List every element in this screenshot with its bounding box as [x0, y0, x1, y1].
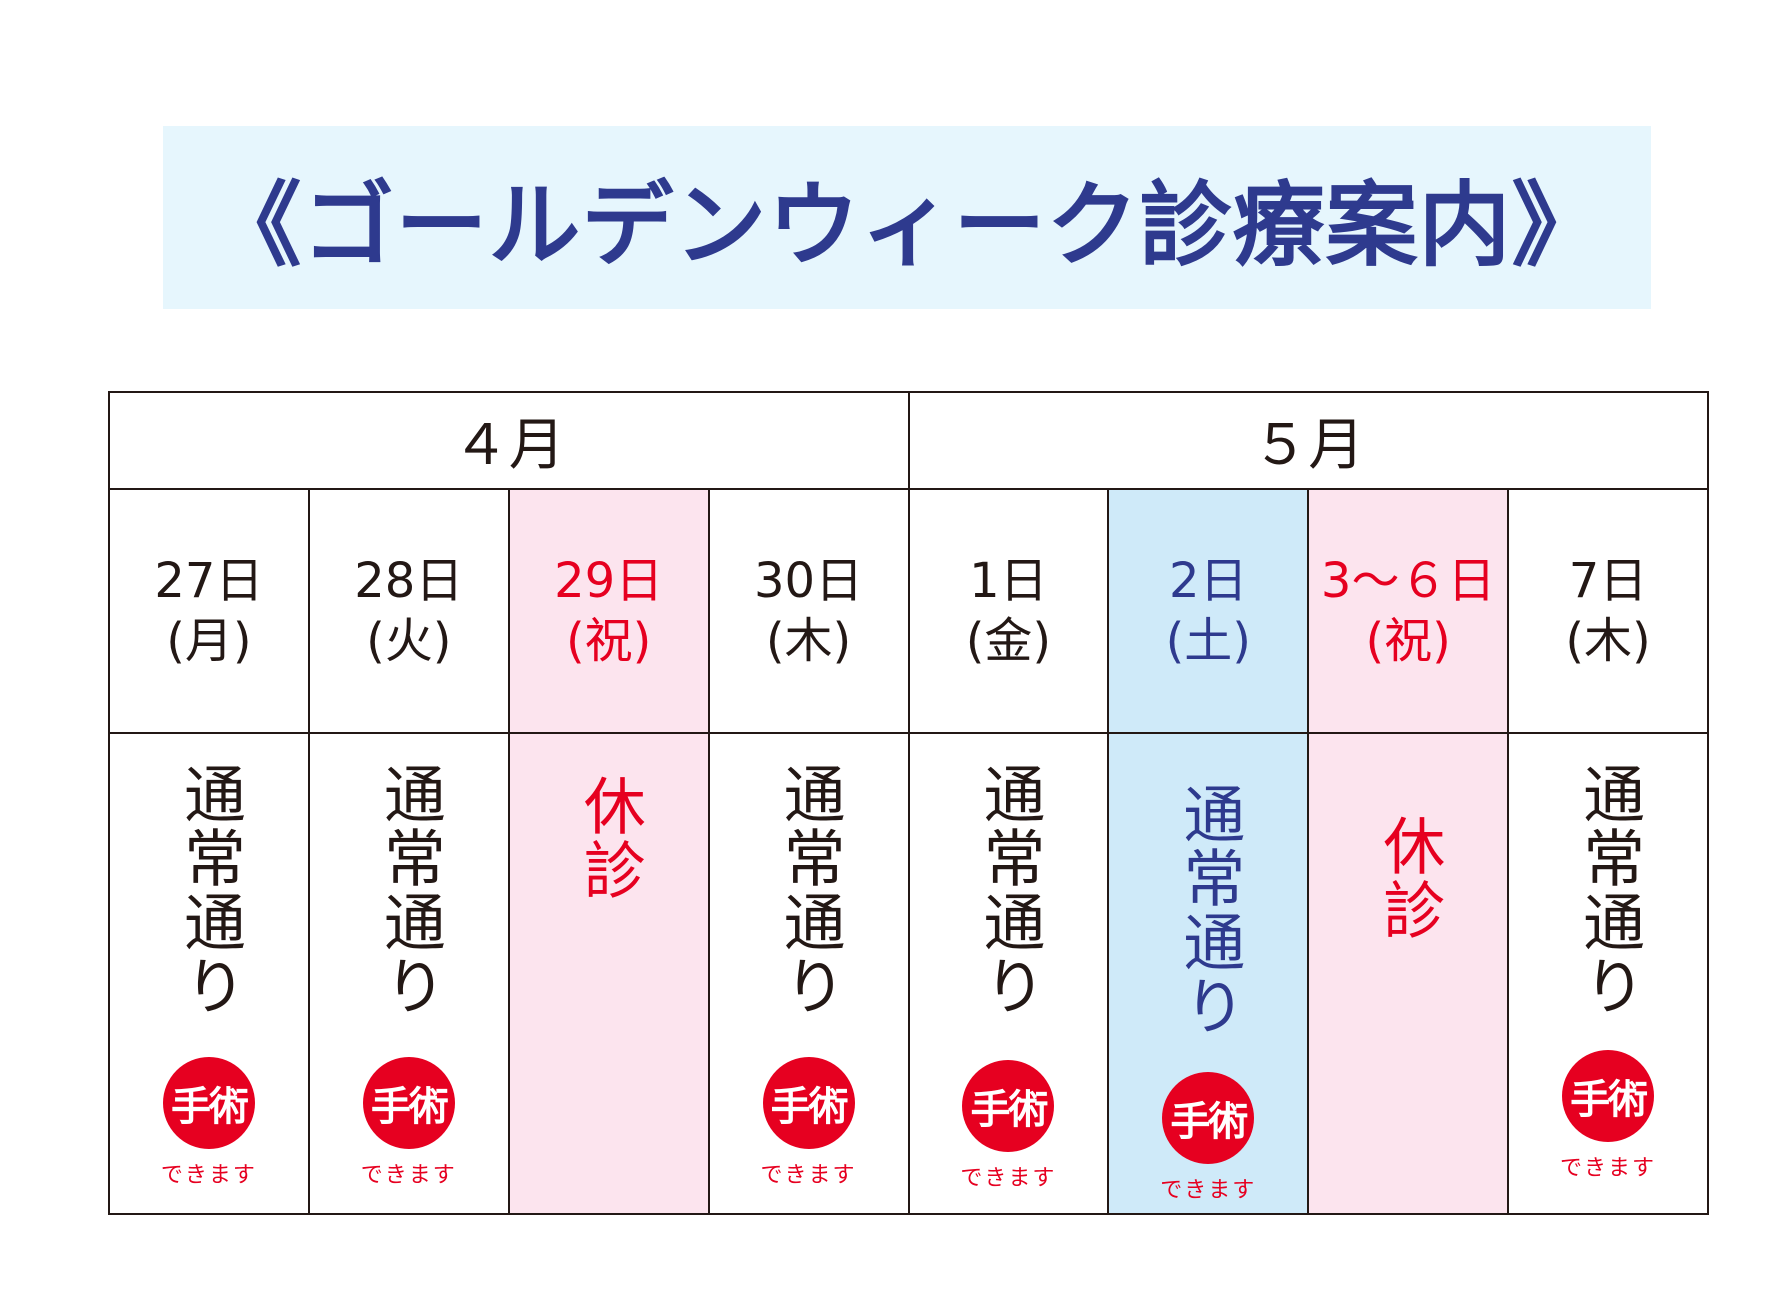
weekday-label: (祝)	[1365, 613, 1451, 669]
surgery-badge: 手術	[162, 1057, 255, 1149]
surgery-note: できます	[960, 1166, 1057, 1191]
date-label: 29日	[554, 553, 664, 609]
date-cell-may1: 1日 (金)	[907, 488, 1110, 734]
surgery-note: できます	[1560, 1156, 1657, 1181]
weekday-label: (木)	[1565, 613, 1651, 669]
date-row: 27日 (月) 28日 (火) 29日 (祝) 30日 (木) 1日 (金) 2…	[108, 488, 1709, 734]
month-header-row: ４月 ５月	[108, 391, 1709, 490]
weekday-label: (土)	[1165, 613, 1252, 669]
date-cell-may2: 2日 (土)	[1107, 488, 1310, 734]
surgery-info: 手術 できます	[110, 1057, 308, 1189]
month-april: ４月	[108, 391, 910, 490]
status-text: 通常通り	[372, 762, 446, 1018]
status-cell-may3-6: 休診	[1307, 732, 1510, 1215]
date-label: 27日	[154, 553, 264, 609]
surgery-note: できます	[360, 1163, 457, 1188]
status-cell-may7: 通常通り 手術 できます	[1507, 732, 1709, 1215]
status-text: 休診	[1372, 814, 1446, 942]
surgery-info: 手術 できます	[310, 1057, 508, 1189]
date-cell-apr28: 28日 (火)	[307, 488, 510, 734]
title-banner: 《ゴールデンウィーク診療案内》	[163, 126, 1651, 309]
weekday-label: (月)	[166, 613, 252, 669]
date-label: 28日	[354, 553, 464, 609]
weekday-label: (火)	[366, 613, 452, 669]
surgery-info: 手術 できます	[1109, 1072, 1307, 1204]
surgery-badge: 手術	[362, 1057, 455, 1149]
date-label: 1日	[969, 553, 1048, 609]
status-text: 通常通り	[172, 762, 246, 1018]
date-label: 3～６日	[1320, 553, 1496, 609]
date-cell-apr30: 30日 (木)	[707, 488, 910, 734]
status-text: 通常通り	[1572, 762, 1646, 1018]
surgery-info: 手術 できます	[1509, 1050, 1707, 1182]
weekday-label: (祝)	[565, 613, 652, 669]
date-cell-apr27: 27日 (月)	[108, 488, 310, 734]
surgery-info: 手術 できます	[910, 1060, 1108, 1192]
date-cell-apr29: 29日 (祝)	[507, 488, 710, 734]
surgery-note: できます	[160, 1163, 257, 1188]
weekday-label: (木)	[765, 613, 852, 669]
status-cell-apr27: 通常通り 手術 できます	[108, 732, 310, 1215]
page-title: 《ゴールデンウィーク診療案内》	[209, 172, 1605, 279]
date-label: 30日	[754, 553, 864, 609]
date-cell-may7: 7日 (木)	[1507, 488, 1709, 734]
date-cell-may3-6: 3～６日 (祝)	[1307, 488, 1510, 734]
status-cell-may2: 通常通り 手術 できます	[1107, 732, 1310, 1215]
surgery-badge: 手術	[1162, 1072, 1255, 1164]
surgery-badge: 手術	[1562, 1050, 1655, 1142]
status-cell-apr30: 通常通り 手術 できます	[707, 732, 910, 1215]
status-cell-may1: 通常通り 手術 できます	[907, 732, 1110, 1215]
status-text: 通常通り	[1172, 782, 1246, 1038]
surgery-info: 手術 できます	[710, 1057, 908, 1189]
status-row: 通常通り 手術 できます 通常通り 手術 できます 休診 通常通り 手術 できま…	[108, 732, 1709, 1215]
schedule-table: ４月 ５月 27日 (月) 28日 (火) 29日 (祝) 30日 (木) 1日…	[108, 391, 1709, 1215]
status-cell-apr28: 通常通り 手術 できます	[307, 732, 510, 1215]
month-may: ５月	[907, 391, 1709, 490]
surgery-badge: 手術	[962, 1060, 1055, 1152]
status-text: 通常通り	[972, 762, 1046, 1018]
weekday-label: (金)	[965, 613, 1052, 669]
surgery-note: できます	[760, 1163, 857, 1188]
status-text: 通常通り	[772, 762, 846, 1018]
date-label: 7日	[1568, 553, 1648, 609]
surgery-note: できます	[1160, 1178, 1257, 1203]
status-cell-apr29: 休診	[507, 732, 710, 1215]
status-text: 休診	[572, 774, 646, 902]
surgery-badge: 手術	[762, 1057, 855, 1149]
date-label: 2日	[1169, 553, 1248, 609]
